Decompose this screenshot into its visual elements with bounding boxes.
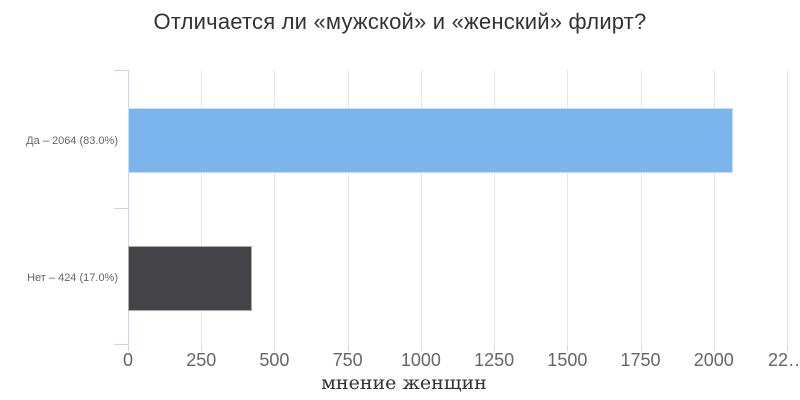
gridline — [713, 70, 715, 345]
x-tick-label: 750 — [332, 350, 363, 370]
chart-title: Отличается ли «мужской» и «женский» флир… — [153, 9, 647, 34]
y-axis-line — [128, 70, 129, 345]
x-tick-label: 1500 — [547, 350, 588, 370]
axis-tick — [494, 345, 496, 351]
gridline — [420, 70, 422, 345]
category-band-divider — [114, 70, 128, 71]
gridline — [347, 70, 349, 345]
x-tick-label: 1250 — [474, 350, 515, 370]
category-band-divider — [114, 208, 128, 209]
gridline — [640, 70, 642, 345]
axis-tick — [713, 345, 715, 351]
axis-tick — [274, 345, 276, 351]
bar-yes[interactable] — [128, 108, 733, 174]
category-label: Да – 2064 (83.0%) — [26, 134, 118, 147]
category-label: Нет – 424 (17.0%) — [27, 272, 118, 285]
x-tick-label: 1750 — [620, 350, 661, 370]
gridline — [787, 70, 788, 345]
bar-no[interactable] — [128, 245, 253, 311]
axis-tick — [567, 345, 569, 351]
gridline — [494, 70, 496, 345]
x-tick-label: 250 — [186, 350, 217, 370]
x-tick-label: 500 — [259, 350, 290, 370]
axis-tick — [420, 345, 422, 351]
x-tick-label: 22… — [767, 350, 800, 370]
axis-tick — [347, 345, 349, 351]
axis-tick — [128, 345, 129, 351]
axis-tick — [787, 345, 788, 351]
x-tick-label: 0 — [122, 350, 134, 370]
gridline — [201, 70, 203, 345]
gridline — [567, 70, 569, 345]
axis-tick — [640, 345, 642, 351]
category-band-divider — [114, 344, 128, 345]
x-tick-label: 1000 — [400, 350, 441, 370]
x-axis-title: мнение женщин — [321, 372, 487, 394]
axis-tick — [201, 345, 203, 351]
plot-area — [114, 70, 788, 351]
gridline — [274, 70, 276, 345]
x-tick-label: 2000 — [693, 350, 734, 370]
